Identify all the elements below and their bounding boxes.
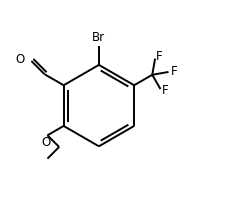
Text: F: F	[171, 65, 177, 79]
Text: O: O	[42, 136, 51, 149]
Text: Br: Br	[92, 31, 106, 44]
Text: F: F	[156, 50, 163, 63]
Text: F: F	[162, 84, 168, 97]
Text: O: O	[16, 53, 25, 66]
